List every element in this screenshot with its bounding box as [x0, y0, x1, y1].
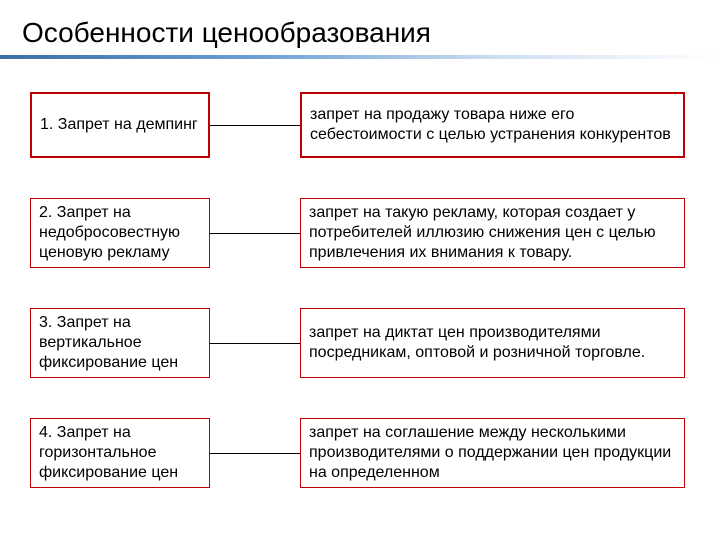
- left-box-1: 1. Запрет на демпинг: [30, 92, 210, 158]
- title-bar: Особенности ценообразования: [0, 10, 720, 55]
- connector-3: [210, 343, 300, 344]
- left-box-label: 2. Запрет на недобросовестную ценовую ре…: [31, 199, 209, 267]
- slide-title: Особенности ценообразования: [22, 17, 431, 49]
- right-box-label: запрет на соглашение между несколькими п…: [301, 419, 684, 487]
- right-box-2: запрет на такую рекламу, которая создает…: [300, 198, 685, 268]
- right-box-label: запрет на диктат цен производителями пос…: [301, 319, 684, 367]
- connector-1: [210, 125, 300, 126]
- left-box-2: 2. Запрет на недобросовестную ценовую ре…: [30, 198, 210, 268]
- right-box-1: запрет на продажу товара ниже его себест…: [300, 92, 685, 158]
- left-box-3: 3. Запрет на вертикальное фиксирование ц…: [30, 308, 210, 378]
- left-box-4: 4. Запрет на горизонтальное фиксирование…: [30, 418, 210, 488]
- right-box-4: запрет на соглашение между несколькими п…: [300, 418, 685, 488]
- title-underline: [0, 55, 720, 59]
- connector-2: [210, 233, 300, 234]
- slide: Особенности ценообразования 1. Запрет на…: [0, 0, 720, 540]
- left-box-label: 3. Запрет на вертикальное фиксирование ц…: [31, 309, 209, 377]
- right-box-label: запрет на такую рекламу, которая создает…: [301, 199, 684, 267]
- left-box-label: 4. Запрет на горизонтальное фиксирование…: [31, 419, 209, 487]
- right-box-3: запрет на диктат цен производителями пос…: [300, 308, 685, 378]
- left-box-label: 1. Запрет на демпинг: [32, 111, 208, 139]
- connector-4: [210, 453, 300, 454]
- right-box-label: запрет на продажу товара ниже его себест…: [302, 101, 683, 149]
